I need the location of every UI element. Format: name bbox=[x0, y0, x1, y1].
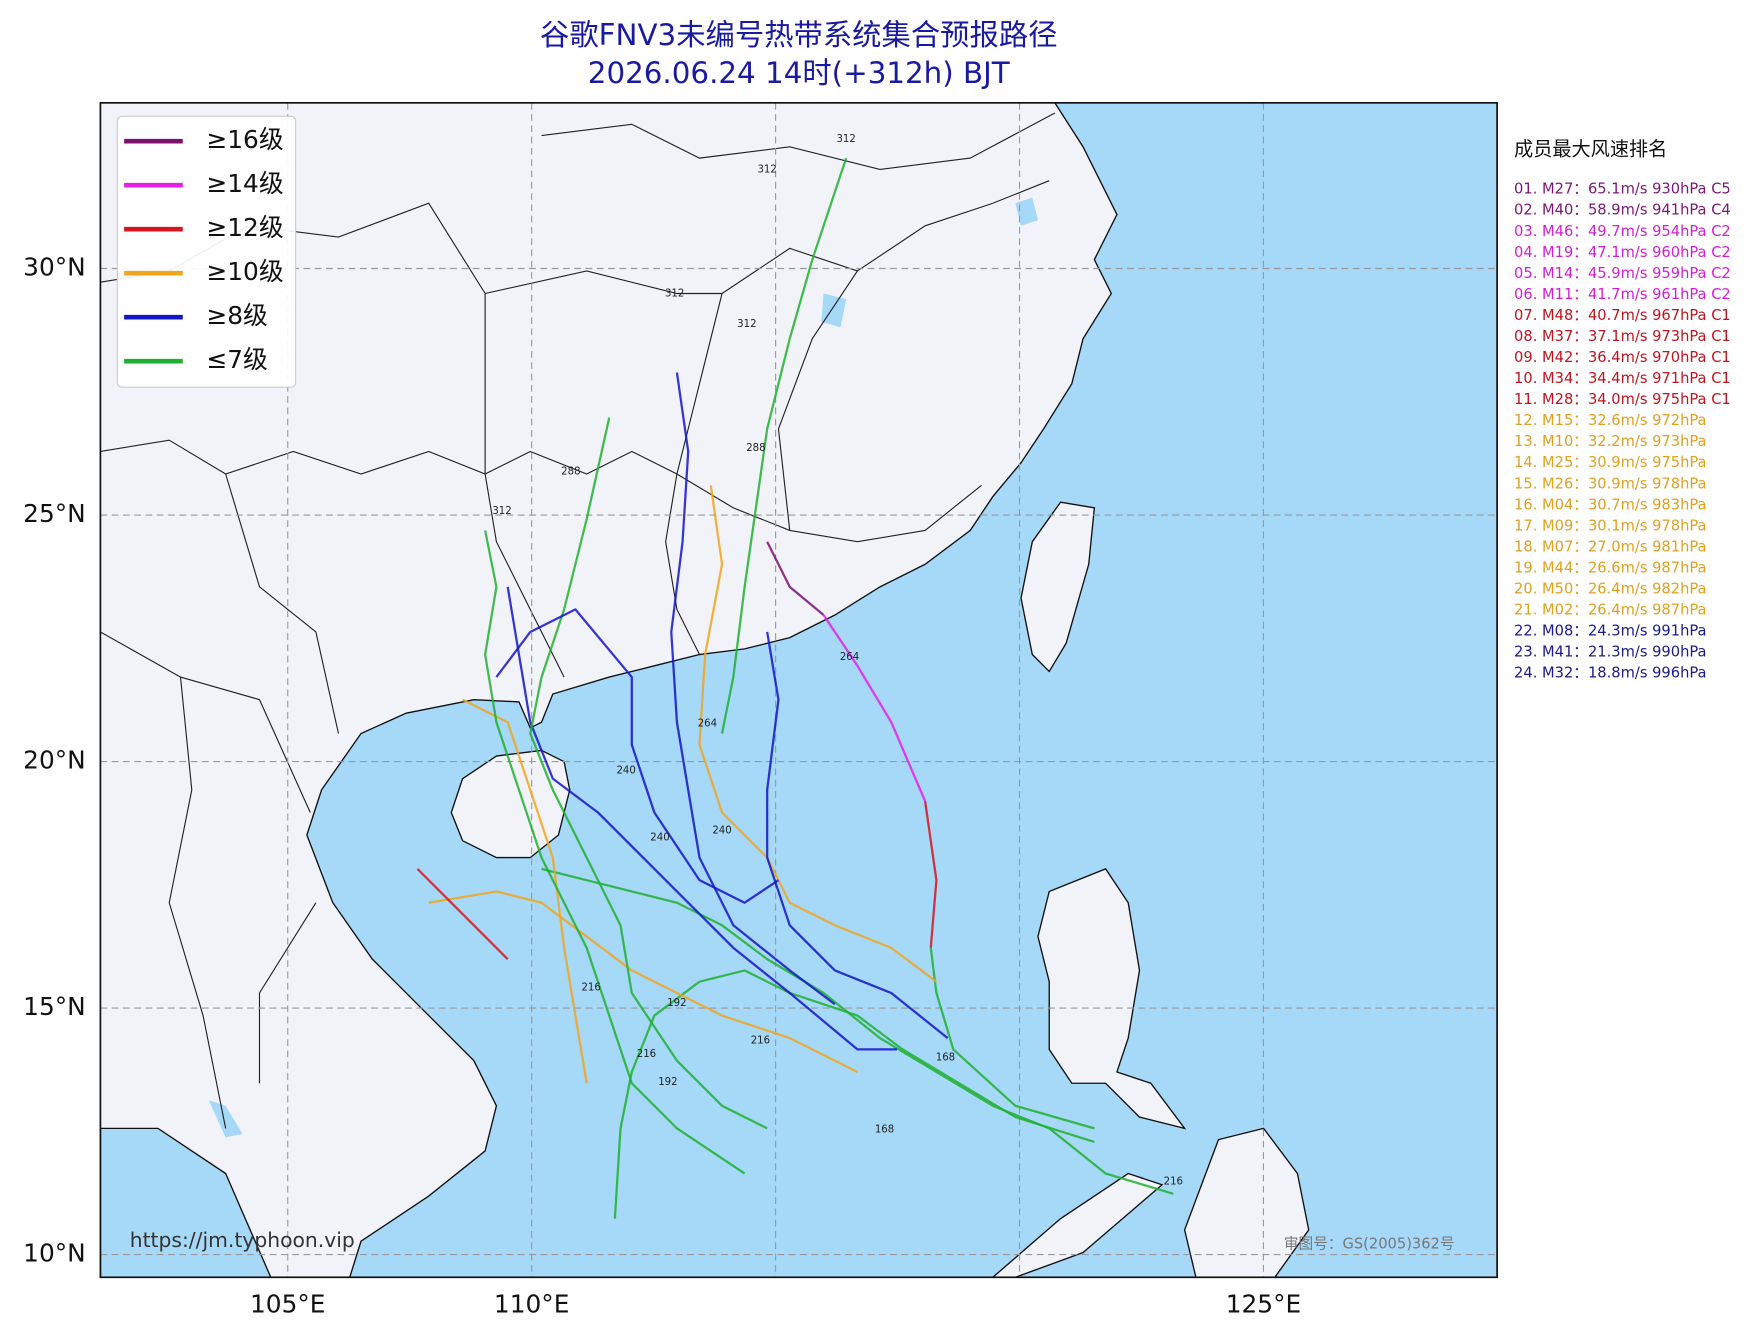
source-url: https://jm.typhoon.vip bbox=[130, 1228, 355, 1252]
subtitle: 2026.06.24 14时(+312h) BJT bbox=[588, 56, 1010, 90]
ranking-item: 08. M37：37.1m/s 973hPa C1 bbox=[1514, 328, 1731, 345]
track bbox=[484, 530, 746, 1175]
map-area: 312 312 312 312 288 288 264 264 240 240 240 216 216 2… bbox=[100, 102, 1498, 1278]
approval-number: 审图号：GS(2005)362号 bbox=[1284, 1236, 1455, 1253]
ranking-item: 20. M50：26.4m/s 982hPa bbox=[1514, 580, 1707, 597]
track-label: 216 bbox=[581, 982, 600, 993]
sea bbox=[100, 1127, 272, 1278]
track-label: 288 bbox=[746, 443, 765, 454]
track bbox=[495, 608, 780, 904]
track-label: 192 bbox=[658, 1077, 677, 1088]
ranking-item: 01. M27：65.1m/s 930hPa C5 bbox=[1514, 181, 1731, 198]
ranking-item: 11. M28：34.0m/s 975hPa C1 bbox=[1514, 391, 1731, 408]
track-labels: 312 312 312 312 288 288 264 264 240 240 240 216 216 2… bbox=[492, 134, 1183, 1187]
ranking-item: 21. M02：26.4m/s 987hPa bbox=[1514, 602, 1707, 619]
track bbox=[766, 541, 825, 616]
y-tick-label: 30°N bbox=[23, 253, 86, 282]
ranking-item: 07. M48：40.7m/s 967hPa C1 bbox=[1514, 307, 1731, 324]
track bbox=[924, 801, 938, 948]
track-label: 264 bbox=[840, 652, 859, 663]
ranking-item: 13. M10：32.2m/s 973hPa bbox=[1514, 433, 1707, 450]
track bbox=[613, 969, 1095, 1219]
track bbox=[529, 417, 768, 1130]
ranking-item: 16. M04：30.7m/s 983hPa bbox=[1514, 496, 1707, 513]
track bbox=[698, 485, 938, 983]
legend-label: ≥14级 bbox=[206, 169, 283, 198]
legend-label: ≥16级 bbox=[206, 125, 283, 154]
x-tick-label: 110°E bbox=[494, 1289, 569, 1318]
track bbox=[416, 868, 509, 960]
track-label: 240 bbox=[712, 826, 731, 837]
island bbox=[450, 749, 571, 859]
track bbox=[822, 614, 927, 802]
track bbox=[506, 586, 897, 1051]
y-tick-label: 20°N bbox=[23, 746, 86, 775]
legend-label: ≤7级 bbox=[206, 345, 267, 374]
legend-label: ≥8级 bbox=[206, 301, 267, 330]
ranking-item: 22. M08：24.3m/s 991hPa bbox=[1514, 623, 1707, 640]
island bbox=[991, 1172, 1164, 1278]
track bbox=[766, 631, 949, 1039]
title: 谷歌FNV3未编号热带系统集合预报路径 bbox=[540, 18, 1057, 52]
legend-label: ≥12级 bbox=[206, 213, 283, 242]
track bbox=[670, 372, 836, 1006]
track-label: 312 bbox=[757, 164, 776, 175]
sea bbox=[306, 102, 1498, 1278]
axes: 105°E 110°E 125°E 10°N 15°N 20°N 25°N 30°N bbox=[23, 253, 1301, 1319]
ranking-item: 03. M46：49.7m/s 954hPa C2 bbox=[1514, 223, 1731, 240]
track-label: 264 bbox=[698, 718, 717, 729]
ranking-item: 05. M14：45.9m/s 959hPa C2 bbox=[1514, 265, 1731, 282]
island bbox=[1020, 501, 1096, 673]
y-tick-label: 25°N bbox=[23, 499, 86, 528]
track-label: 312 bbox=[737, 319, 756, 330]
island bbox=[1183, 1127, 1310, 1278]
ranking-item: 12. M15：32.6m/s 972hPa bbox=[1514, 412, 1707, 429]
ranking-item: 04. M19：47.1m/s 960hPa C2 bbox=[1514, 244, 1731, 261]
track-label: 240 bbox=[616, 766, 635, 777]
y-tick-label: 15°N bbox=[23, 992, 86, 1021]
track-label: 168 bbox=[875, 1124, 894, 1135]
map-frame bbox=[99, 101, 1498, 1279]
ranking-item: 14. M25：30.9m/s 975hPa bbox=[1514, 454, 1707, 471]
track-label: 216 bbox=[1164, 1176, 1183, 1187]
legend: ≥16级 ≥14级 ≥12级 ≥10级 ≥8级 ≤7级 bbox=[124, 125, 284, 374]
island bbox=[1037, 868, 1187, 1130]
legend-label: ≥10级 bbox=[206, 257, 283, 286]
ranking-item: 10. M34：34.4m/s 971hPa C1 bbox=[1514, 370, 1731, 387]
track bbox=[428, 890, 858, 1073]
track-label: 312 bbox=[665, 289, 684, 300]
track-label: 168 bbox=[936, 1052, 955, 1063]
track bbox=[929, 947, 1095, 1130]
track-label: 288 bbox=[561, 467, 580, 478]
x-tick-label: 125°E bbox=[1226, 1289, 1301, 1318]
track-label: 240 bbox=[650, 832, 669, 843]
ranking-title: 成员最大风速排名 bbox=[1514, 138, 1667, 161]
y-tick-label: 10°N bbox=[23, 1239, 86, 1268]
ranking-item: 18. M07：27.0m/s 981hPa bbox=[1514, 538, 1707, 555]
ranking-item: 06. M11：41.7m/s 961hPa C2 bbox=[1514, 286, 1731, 303]
track-label: 312 bbox=[836, 134, 855, 145]
track-label: 312 bbox=[492, 506, 511, 517]
ranking-item: 09. M42：36.4m/s 970hPa C1 bbox=[1514, 349, 1731, 366]
track bbox=[720, 157, 848, 734]
ranking-list: 01. M27：65.1m/s 930hPa C5 02. M40：58.9m/s… bbox=[1514, 181, 1731, 682]
ranking-item: 19. M44：26.6m/s 987hPa bbox=[1514, 559, 1707, 576]
province-borders bbox=[100, 112, 1056, 1129]
ranking-item: 24. M32：18.8m/s 996hPa bbox=[1514, 665, 1707, 682]
ranking-item: 15. M26：30.9m/s 978hPa bbox=[1514, 475, 1707, 492]
x-tick-label: 105°E bbox=[250, 1289, 325, 1318]
tracks bbox=[416, 157, 1174, 1219]
ranking-item: 23. M41：21.3m/s 990hPa bbox=[1514, 644, 1707, 661]
ranking-item: 17. M09：30.1m/s 978hPa bbox=[1514, 517, 1707, 534]
track-label: 216 bbox=[751, 1035, 770, 1046]
track bbox=[462, 698, 588, 1084]
ranking-item: 02. M40：58.9m/s 941hPa C4 bbox=[1514, 202, 1731, 219]
track-label: 216 bbox=[637, 1049, 656, 1060]
track-label: 192 bbox=[667, 998, 686, 1009]
